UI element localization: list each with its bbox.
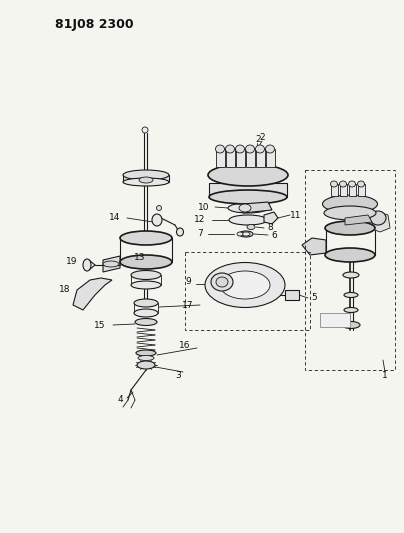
Ellipse shape	[177, 228, 183, 236]
Ellipse shape	[137, 361, 155, 369]
Ellipse shape	[239, 204, 251, 212]
Ellipse shape	[103, 261, 119, 267]
Ellipse shape	[325, 221, 375, 235]
Text: 6: 6	[271, 230, 277, 239]
Ellipse shape	[134, 299, 158, 307]
Text: 18: 18	[59, 286, 71, 295]
Text: 9: 9	[185, 278, 191, 287]
Bar	[246, 149, 255, 167]
Ellipse shape	[139, 177, 153, 183]
Ellipse shape	[255, 145, 265, 153]
Ellipse shape	[239, 231, 253, 237]
Ellipse shape	[236, 145, 244, 153]
Bar	[255, 149, 265, 167]
Ellipse shape	[152, 214, 162, 226]
Text: 2: 2	[255, 135, 261, 144]
Ellipse shape	[211, 273, 233, 291]
Ellipse shape	[343, 272, 359, 278]
Ellipse shape	[229, 215, 267, 225]
Ellipse shape	[225, 145, 234, 153]
Text: 2: 2	[259, 133, 265, 141]
Text: 15: 15	[94, 320, 106, 329]
Ellipse shape	[370, 211, 386, 225]
Ellipse shape	[138, 356, 154, 360]
Ellipse shape	[246, 145, 255, 153]
Ellipse shape	[242, 232, 250, 236]
Text: 4: 4	[117, 395, 123, 405]
Ellipse shape	[215, 145, 225, 153]
Bar	[209, 183, 287, 197]
Text: 81J08 2300: 81J08 2300	[55, 18, 134, 31]
Polygon shape	[370, 212, 390, 232]
Text: 5: 5	[311, 294, 317, 303]
Ellipse shape	[324, 206, 376, 220]
Ellipse shape	[339, 181, 347, 187]
Bar	[320, 313, 350, 327]
Ellipse shape	[142, 127, 148, 133]
Text: 10: 10	[198, 203, 210, 212]
Text: 14: 14	[109, 214, 121, 222]
Bar	[285, 290, 299, 300]
Ellipse shape	[330, 181, 337, 187]
Ellipse shape	[123, 178, 169, 186]
Ellipse shape	[123, 170, 169, 180]
Polygon shape	[345, 215, 372, 225]
Bar	[339, 184, 347, 196]
Text: 12: 12	[194, 215, 206, 224]
Ellipse shape	[322, 195, 377, 213]
Text: 1: 1	[382, 370, 388, 379]
Ellipse shape	[135, 319, 157, 326]
Ellipse shape	[120, 231, 172, 245]
Polygon shape	[264, 212, 278, 224]
Ellipse shape	[220, 271, 270, 299]
Ellipse shape	[83, 259, 91, 271]
Ellipse shape	[131, 281, 161, 289]
Bar	[349, 184, 356, 196]
Polygon shape	[73, 278, 112, 310]
Ellipse shape	[344, 293, 358, 297]
Text: 13: 13	[134, 254, 146, 262]
Ellipse shape	[131, 271, 161, 279]
Ellipse shape	[247, 224, 255, 230]
Ellipse shape	[265, 145, 274, 153]
Ellipse shape	[205, 262, 285, 308]
Ellipse shape	[216, 277, 228, 287]
Polygon shape	[123, 175, 169, 182]
Bar	[330, 184, 337, 196]
Text: 11: 11	[290, 211, 302, 220]
Ellipse shape	[136, 350, 156, 356]
Ellipse shape	[344, 308, 358, 312]
Ellipse shape	[325, 248, 375, 262]
Polygon shape	[243, 202, 272, 213]
Ellipse shape	[358, 181, 364, 187]
Bar	[358, 184, 364, 196]
Bar	[236, 149, 244, 167]
Ellipse shape	[120, 255, 172, 269]
Bar	[185, 252, 310, 330]
Text: 7: 7	[197, 230, 203, 238]
Ellipse shape	[134, 309, 158, 317]
Text: 17: 17	[182, 301, 194, 310]
Polygon shape	[103, 256, 120, 272]
Text: 19: 19	[66, 257, 78, 266]
Ellipse shape	[342, 321, 360, 328]
Ellipse shape	[208, 164, 288, 186]
Bar	[225, 149, 234, 167]
Ellipse shape	[349, 181, 356, 187]
Ellipse shape	[156, 206, 162, 211]
Ellipse shape	[228, 203, 268, 213]
Bar	[215, 149, 225, 167]
Text: 16: 16	[179, 341, 191, 350]
Ellipse shape	[209, 190, 287, 204]
Bar	[305, 170, 395, 370]
Bar	[265, 149, 274, 167]
Text: 3: 3	[175, 370, 181, 379]
Polygon shape	[302, 238, 326, 255]
Ellipse shape	[237, 232, 243, 236]
Text: 8: 8	[267, 223, 273, 232]
